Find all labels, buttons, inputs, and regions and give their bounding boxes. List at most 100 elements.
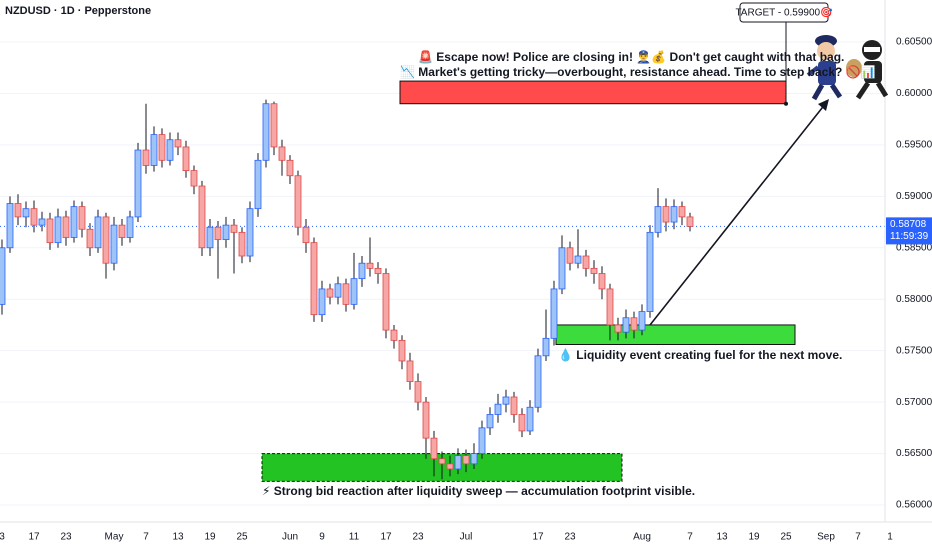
x-tick-label: 9 <box>319 532 325 543</box>
candle-body <box>254 159 262 210</box>
candle-body <box>246 208 254 257</box>
last-price-label: 0.58708 <box>890 219 927 230</box>
x-tick-label: 11 <box>349 532 360 543</box>
last-time-label: 11:59:39 <box>890 231 929 242</box>
candle-body <box>510 396 518 415</box>
candle-body <box>86 228 94 249</box>
y-tick-label: 0.56500 <box>896 448 932 459</box>
y-tick-label: 0.60500 <box>896 37 932 48</box>
candle-body <box>638 311 646 331</box>
x-tick-label: 25 <box>780 532 792 543</box>
candle-body <box>398 339 406 362</box>
candle-body <box>478 427 486 454</box>
x-tick-label: 23 <box>412 532 424 543</box>
price-axis-panel <box>885 0 932 550</box>
candle-body <box>670 206 678 223</box>
candle-body <box>502 396 510 405</box>
y-tick-label: 0.57500 <box>896 345 932 356</box>
candle-body <box>190 170 198 187</box>
candle-body <box>494 403 502 415</box>
y-tick-label: 0.58500 <box>896 242 932 253</box>
candle-body <box>462 455 470 465</box>
candle-body <box>454 455 462 470</box>
candle-body <box>62 216 70 238</box>
y-tick-label: 0.59500 <box>896 140 932 151</box>
x-tick-label: 7 <box>687 532 693 543</box>
target-arrow <box>649 102 827 326</box>
chart-title: NZDUSD · 1D · Pepperstone <box>5 5 151 17</box>
candle-body <box>382 273 390 331</box>
x-tick-label: 13 <box>716 532 728 543</box>
y-tick-label: 0.57000 <box>896 397 932 408</box>
candle-body <box>294 175 302 228</box>
candle-body <box>78 206 86 230</box>
candle-body <box>126 216 134 238</box>
candle-body <box>558 247 566 290</box>
x-tick-label: Sep <box>817 532 835 543</box>
candle-body <box>582 255 590 269</box>
candle-body <box>342 283 350 305</box>
candle-body <box>430 437 438 460</box>
y-tick-label: 0.58000 <box>896 294 932 305</box>
candle-body <box>6 203 14 249</box>
police-figure <box>806 35 843 101</box>
target-label: TARGET - 0.59900🎯 <box>735 7 833 19</box>
candle-body <box>438 458 446 465</box>
candle-body <box>614 324 622 333</box>
candle-body <box>54 216 62 244</box>
candle-body <box>134 149 142 218</box>
candle-body <box>550 288 558 339</box>
candle-body <box>518 414 526 432</box>
candle-body <box>390 329 398 341</box>
target-dot <box>784 101 788 106</box>
candle-body <box>326 288 334 298</box>
candle-body <box>686 216 694 227</box>
zone <box>399 80 787 105</box>
candle-body <box>534 355 542 408</box>
candle-body <box>406 360 414 382</box>
candle-body <box>166 139 174 161</box>
candle-body <box>574 255 582 264</box>
candle-body <box>678 206 686 218</box>
candle-body <box>270 103 278 148</box>
y-tick-label: 0.56000 <box>896 500 932 511</box>
candle-body <box>334 283 342 298</box>
zone <box>555 324 796 346</box>
candle-body <box>70 206 78 238</box>
candle-body <box>526 406 534 432</box>
candle-body <box>262 103 270 161</box>
candle-body <box>198 185 206 249</box>
candle-body <box>630 317 638 331</box>
candle-body <box>446 463 454 470</box>
annotation: 💧 Liquidity event creating fuel for the … <box>558 348 842 362</box>
candle-body <box>318 288 326 316</box>
candle-body <box>238 231 246 257</box>
x-tick-label: 17 <box>532 532 544 543</box>
candle-body <box>206 226 214 249</box>
candle-body <box>110 224 118 264</box>
robber-figure <box>846 40 889 100</box>
x-tick-label: 19 <box>748 532 760 543</box>
candle-body <box>470 453 478 465</box>
candle-body <box>654 206 662 233</box>
candle-body <box>94 216 102 249</box>
x-tick-label: 7 <box>143 532 149 543</box>
x-tick-label: 23 <box>60 532 72 543</box>
candle-body <box>222 224 230 240</box>
arrow-head <box>818 99 829 111</box>
x-tick-label: 25 <box>236 532 248 543</box>
candle-body <box>174 139 182 148</box>
candle-body <box>286 159 294 177</box>
candle-body <box>590 267 598 274</box>
candle-body <box>662 206 670 223</box>
candle-body <box>646 231 654 312</box>
candle-body <box>150 134 158 166</box>
annotation: 🚨 Escape now! Police are closing in! 👮‍♂… <box>418 50 844 64</box>
x-tick-label: Aug <box>633 532 651 543</box>
candle-body <box>182 146 190 172</box>
annotation: ⚡ Strong bid reaction after liquidity sw… <box>262 484 695 498</box>
candle-body <box>374 267 382 274</box>
candle-body <box>118 224 126 238</box>
candle-body <box>102 216 110 264</box>
